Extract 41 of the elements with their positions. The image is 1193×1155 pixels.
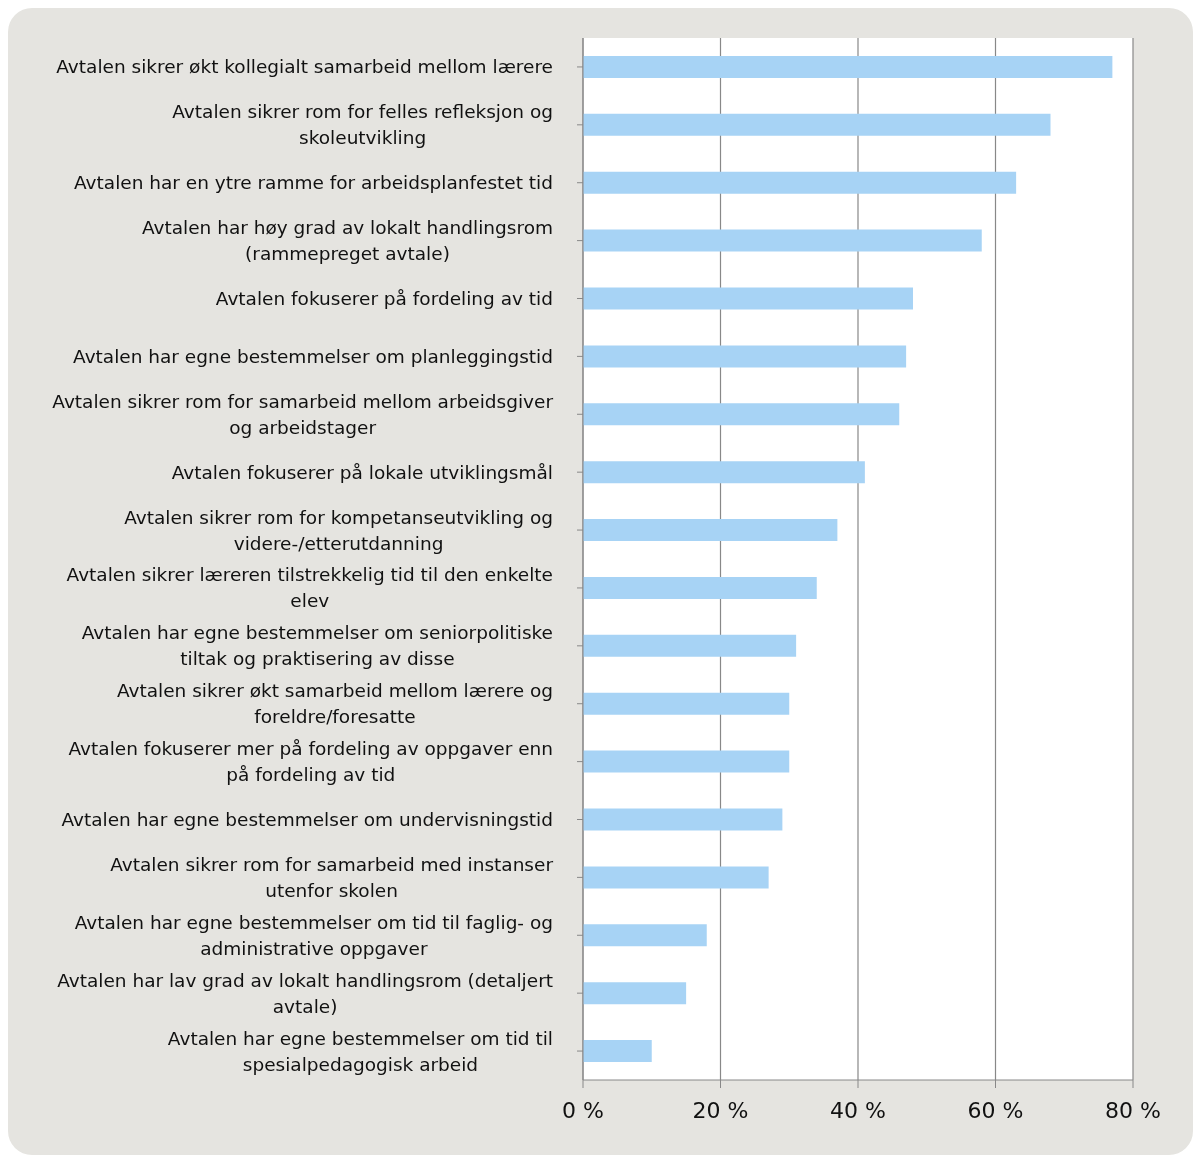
y-tick-label: Avtalen har egne bestemmelser om tid til spesialpedagogisk arbeid: [167, 1027, 553, 1075]
y-tick-label: Avtalen har en ytre ramme for arbeidsplanfestet tid: [74, 172, 553, 194]
bar: [583, 519, 838, 542]
y-tick-label: Avtalen sikrer rom for kompetanseutvikling og videre-/etterutdanning: [124, 506, 554, 554]
x-tick-label: 20 %: [692, 1097, 749, 1123]
x-tick-label: 40 %: [830, 1097, 886, 1123]
x-tick-label: 0 %: [562, 1097, 604, 1123]
bar: [583, 287, 913, 310]
y-tick-label: Avtalen sikrer rom for samarbeid med instanser utenfor skolen: [110, 853, 554, 901]
x-tick-label: 60 %: [967, 1097, 1024, 1123]
y-tick-label: Avtalen har egne bestemmelser om undervisningstid: [61, 808, 553, 830]
bar: [583, 55, 1113, 78]
y-tick-label: Avtalen sikrer læreren tilstrekkelig tid til den enkelte elev: [66, 564, 554, 612]
y-tick-label: Avtalen har høy grad av lokalt handlingsrom (rammepreget avtale): [141, 217, 553, 265]
y-tick-label: Avtalen sikrer rom for samarbeid mellom arbeidsgiver og arbeidstager: [52, 390, 554, 438]
y-tick-label: Avtalen fokuserer på fordeling av tid: [215, 287, 553, 309]
y-tick-label: Avtalen fokuserer mer på fordeling av oppgaver enn på fordeling av tid: [68, 738, 554, 786]
y-tick-label: Avtalen har egne bestemmelser om seniorpolitiske tiltak og praktisering av disse: [81, 622, 554, 670]
bar: [583, 461, 865, 484]
bar: [583, 576, 817, 599]
bar: [583, 692, 790, 715]
x-tick-label: 80 %: [1105, 1097, 1161, 1123]
bar: [583, 924, 707, 947]
y-tick-label: Avtalen har lav grad av lokalt handlingsrom (detaljert avtale): [57, 969, 554, 1017]
y-tick-label: Avtalen fokuserer på lokale utviklingsmål: [171, 461, 554, 483]
bar: [583, 1040, 652, 1063]
y-tick-label: Avtalen sikrer rom for felles refleksjon og skoleutvikling: [172, 101, 554, 149]
y-tick-label: Avtalen sikrer økt samarbeid mellom lærere og foreldre/foresatte: [116, 680, 553, 728]
y-tick-label: Avtalen sikrer økt kollegialt samarbeid mellom lærere: [56, 56, 554, 78]
bar: [583, 113, 1051, 136]
bar: [583, 229, 982, 252]
bar: [583, 634, 797, 657]
bar: [583, 171, 1017, 194]
bar: [583, 403, 900, 426]
y-tick-label: Avtalen har egne bestemmelser om tid til faglig- og administrative oppgaver: [74, 911, 554, 959]
bar: [583, 982, 687, 1005]
bar: [583, 750, 790, 773]
bar: [583, 866, 769, 889]
y-tick-label: Avtalen har egne bestemmelser om planleggingstid: [73, 345, 554, 367]
bar: [583, 345, 907, 368]
bar: [583, 808, 783, 831]
